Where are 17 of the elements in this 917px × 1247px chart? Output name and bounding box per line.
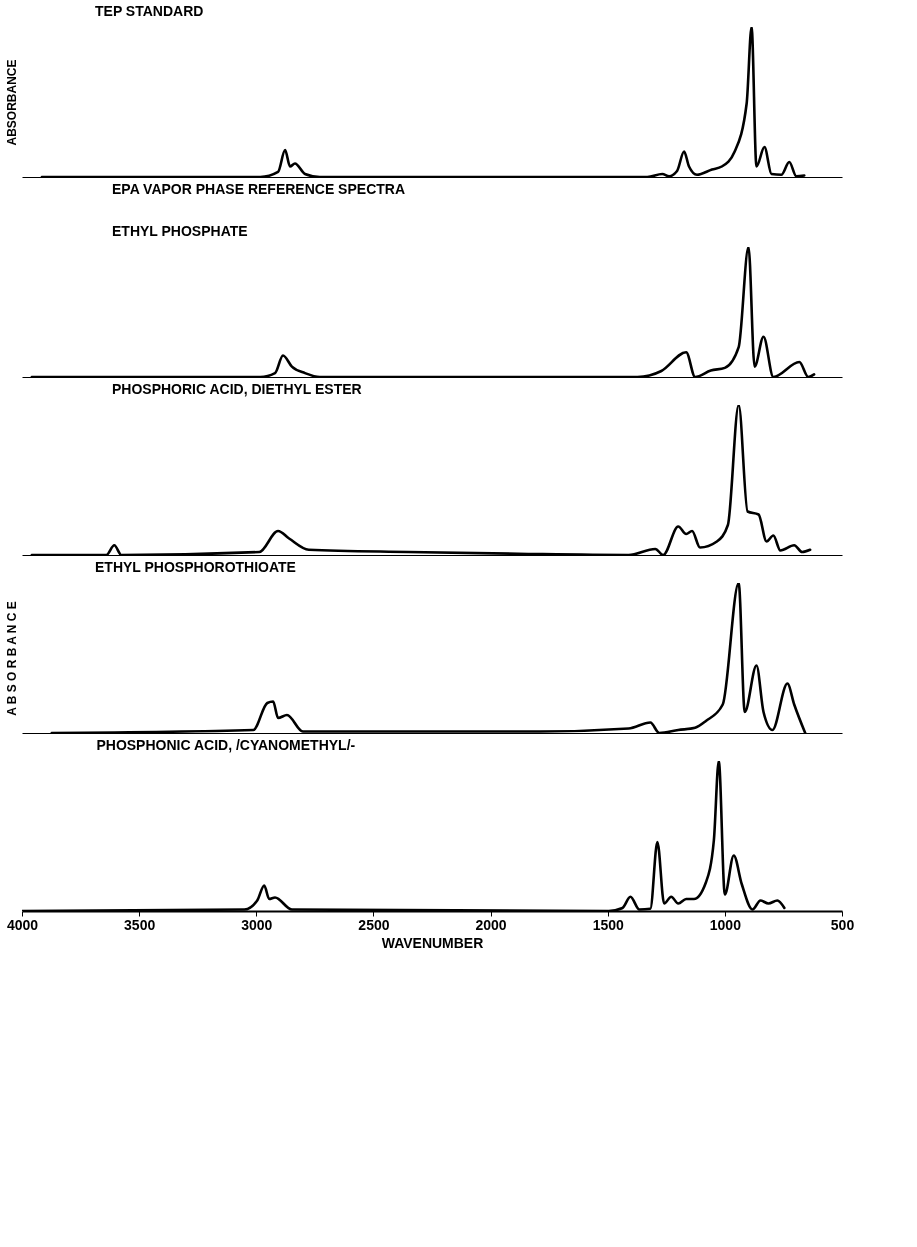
x-axis-title: WAVENUMBER	[381, 934, 484, 951]
x-tick-label: 4000	[6, 916, 39, 933]
chart-title: PHOSPHONIC ACID, /CYANOMETHYL/-	[96, 737, 356, 753]
x-tick-label: 3000	[241, 916, 273, 933]
chart-title: PHOSPHORIC ACID, DIETHYL ESTER	[112, 381, 362, 397]
x-tick-label: 3500	[124, 916, 156, 933]
chart-title: TEP STANDARD	[95, 3, 204, 19]
x-tick-label: 1000	[709, 916, 742, 933]
chart-title: EPA VAPOR PHASE REFERENCE SPECTRA	[112, 181, 406, 197]
x-tick-label: 500	[830, 916, 855, 933]
y-axis-title: A B S O R B A N C E	[4, 601, 19, 716]
chart-title: ETHYL PHOSPHOROTHIOATE	[95, 559, 296, 575]
y-axis-title: ABSORBANCE	[4, 59, 19, 146]
x-tick-label: 2000	[475, 916, 507, 933]
x-tick-label: 1500	[592, 916, 624, 933]
x-tick-label: 2500	[358, 916, 390, 933]
chart-subtitle: ETHYL PHOSPHATE	[112, 223, 248, 239]
